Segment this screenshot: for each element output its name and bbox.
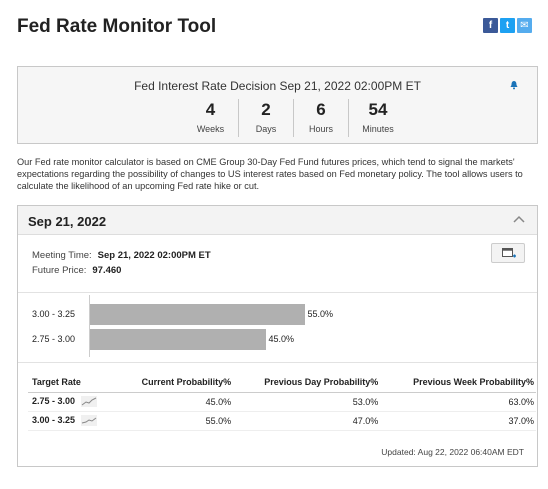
countdown-minutes: 54 Minutes (349, 99, 407, 137)
countdown-title: Fed Interest Rate Decision Sep 21, 2022 … (134, 79, 421, 93)
countdown-weeks: 4 Weeks (183, 99, 239, 137)
meeting-date: Sep 21, 2022 (28, 214, 107, 229)
sparkline-icon[interactable] (81, 396, 98, 408)
future-price-label: Future Price: (32, 265, 87, 276)
bar-category-label: 2.75 - 3.00 (32, 334, 76, 344)
previous-day-probability-cell: 47.0% (233, 411, 381, 431)
target-rate-value: 3.00 - 3.25 (32, 414, 76, 425)
col-target-rate: Target Rate (28, 372, 117, 393)
countdown-label: Minutes (362, 124, 394, 134)
countdown-units: 4 Weeks 2 Days 6 Hours 54 Minutes (183, 99, 407, 137)
probability-bar-chart: 3.00 - 3.25 55.0% 2.75 - 3.00 45.0% (18, 292, 537, 363)
facebook-share-button[interactable]: f (483, 18, 498, 33)
probability-bar (90, 304, 305, 325)
updated-timestamp: Updated: Aug 22, 2022 06:40AM EDT (381, 447, 524, 457)
bell-icon[interactable] (509, 80, 519, 90)
meeting-time-value: Sep 21, 2022 02:00PM ET (97, 250, 211, 261)
bar-value-label: 45.0% (268, 334, 295, 344)
previous-week-probability-cell: 63.0% (380, 392, 536, 412)
target-rate-cell: 2.75 - 3.00 (28, 392, 117, 412)
email-share-button[interactable]: ✉ (517, 18, 532, 33)
col-previous-week-probability: Previous Week Probability% (380, 372, 536, 393)
col-current-probability: Current Probability% (116, 372, 234, 393)
countdown-label: Days (255, 124, 277, 134)
future-price-value: 97.460 (92, 265, 122, 276)
future-price-row: Future Price: 97.460 (32, 265, 121, 276)
countdown-label: Weeks (196, 124, 225, 134)
bar-value-label: 55.0% (307, 309, 334, 319)
countdown-value: 2 (261, 100, 271, 119)
probability-bar (90, 329, 266, 350)
chevron-up-icon[interactable] (513, 215, 525, 223)
countdown-value: 6 (316, 100, 326, 119)
previous-day-probability-cell: 53.0% (233, 392, 381, 412)
countdown-value: 54 (368, 100, 388, 119)
sparkline-icon[interactable] (81, 415, 98, 427)
target-rate-value: 2.75 - 3.00 (32, 395, 76, 406)
countdown-value: 4 (205, 100, 216, 119)
countdown-label: Hours (308, 124, 333, 134)
col-previous-day-probability: Previous Day Probability% (233, 372, 381, 393)
calendar-add-icon (502, 248, 516, 258)
previous-week-probability-cell: 37.0% (380, 411, 536, 431)
add-to-calendar-button[interactable] (491, 243, 525, 263)
chart-axis (89, 295, 90, 357)
probability-table: Target Rate Current Probability% Previou… (28, 372, 536, 431)
tool-description: Our Fed rate monitor calculator is based… (17, 157, 523, 191)
twitter-share-button[interactable]: t (500, 18, 515, 33)
bar-category-label: 3.00 - 3.25 (32, 309, 76, 319)
table-row: 2.75 - 3.00 45.0% 53.0% 63.0% (28, 392, 536, 412)
page-title: Fed Rate Monitor Tool (17, 16, 217, 37)
countdown-box: Fed Interest Rate Decision Sep 21, 2022 … (17, 66, 538, 144)
countdown-days: 2 Days (239, 99, 294, 137)
meeting-panel: Sep 21, 2022 Meeting Time: Sep 21, 2022 0… (17, 205, 538, 467)
meeting-time-row: Meeting Time: Sep 21, 2022 02:00PM ET (32, 250, 211, 261)
current-probability-cell: 55.0% (116, 411, 234, 431)
meeting-panel-header[interactable]: Sep 21, 2022 (18, 206, 537, 235)
table-row: 3.00 - 3.25 55.0% 47.0% 37.0% (28, 411, 536, 431)
countdown-hours: 6 Hours (294, 99, 349, 137)
meeting-time-label: Meeting Time: (32, 250, 92, 261)
current-probability-cell: 45.0% (116, 392, 234, 412)
target-rate-cell: 3.00 - 3.25 (28, 411, 117, 431)
